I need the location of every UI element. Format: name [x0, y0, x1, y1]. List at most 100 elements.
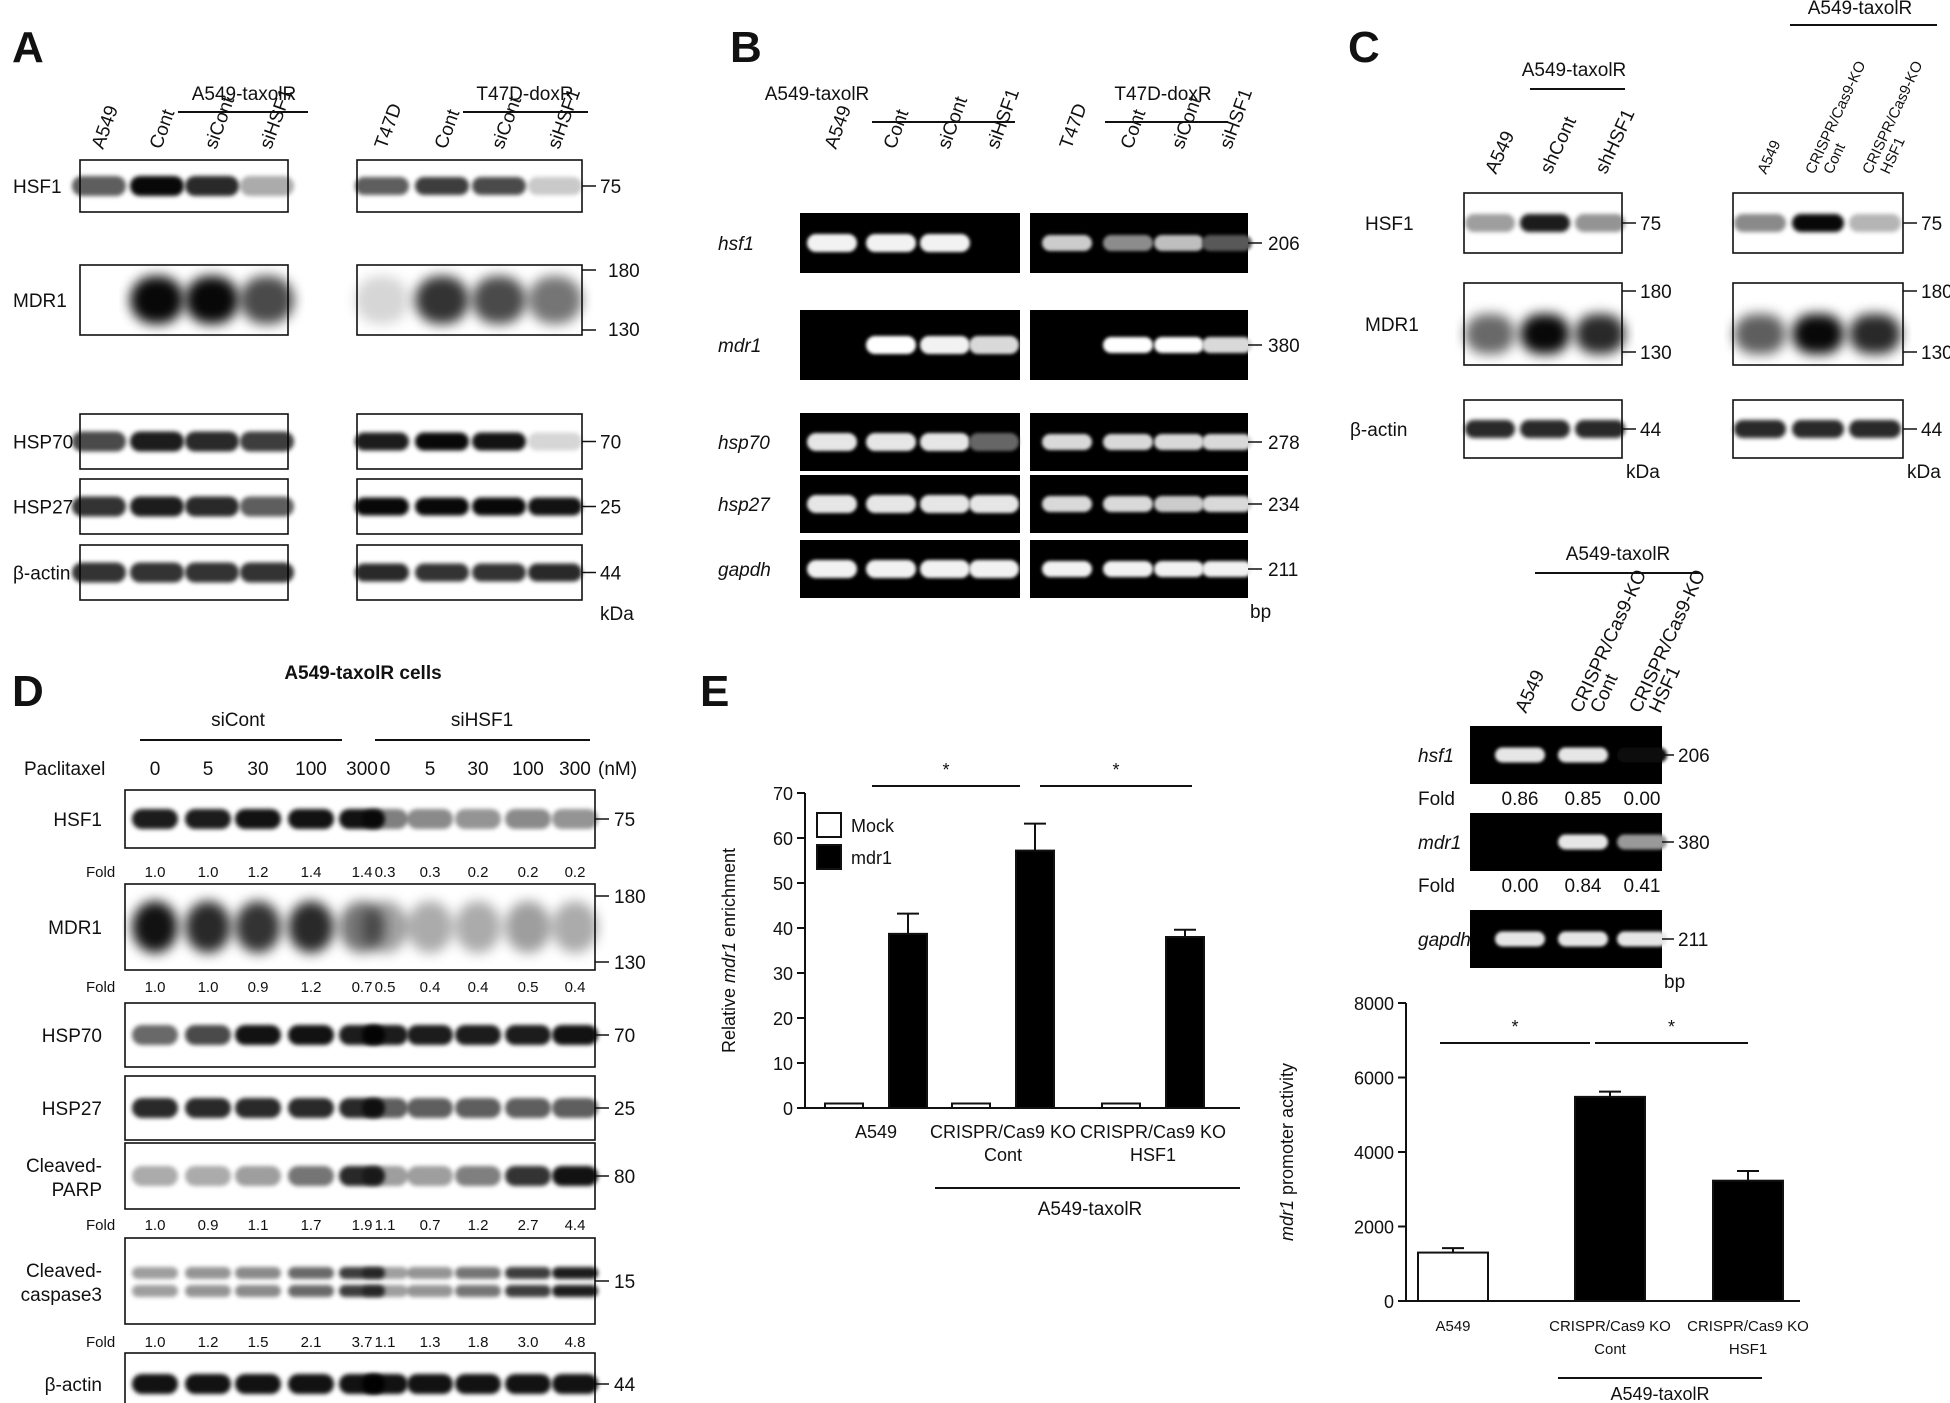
panel-b-band [807, 234, 857, 252]
panel-c-unit-label: kDa [1907, 462, 1941, 483]
panel-a-band [415, 432, 469, 451]
panel-e-chart-bar [1165, 936, 1205, 1109]
panel-e-chart-significance-marker: * [942, 760, 949, 780]
panel-e-chart-y-tick-label: 20 [773, 1009, 793, 1029]
panel-d-band [235, 1267, 281, 1279]
panel-a-band [240, 496, 294, 517]
panel-b-band [1154, 496, 1204, 512]
panel-c-chart-bar [1574, 1095, 1646, 1302]
panel-d-fold-value: 1.9 [352, 1217, 373, 1234]
panel-b-lane-label: siHSF1 [983, 86, 1024, 152]
panel-b-band [807, 495, 857, 513]
panel-d-size-marker: 80 [614, 1167, 635, 1188]
panel-d-size-marker: 75 [614, 810, 635, 831]
panel-c-pcr-lane-label: A549 [1511, 667, 1549, 716]
panel-b-band [1042, 561, 1092, 577]
panel-b-band [866, 495, 916, 513]
panel-c-size-marker: 130 [1640, 343, 1672, 364]
panel-d-band [132, 1166, 178, 1186]
panel-a-band [472, 563, 526, 582]
panel-b-band [1042, 235, 1092, 251]
figure-content: A549 Cont siCont siHSF1 T47D Cont siCont siHSF1… [13, 58, 1950, 1403]
panel-d-protein-label: HSP27 [42, 1099, 102, 1120]
panel-a-band [72, 562, 126, 583]
panel-e-chart-category-label: CRISPR/Cas9 KO [930, 1122, 1076, 1142]
panel-d-fold-value: 0.5 [518, 979, 539, 996]
panel-a-band [528, 276, 582, 324]
panel-b-band [920, 234, 970, 252]
panel-c-size-marker: 180 [1921, 282, 1950, 303]
panel-e-chart-legend-label: Mock [851, 816, 895, 836]
panel-e-chart-y-tick-label: 60 [773, 829, 793, 849]
panel-c-chart-category-label: A549 [1435, 1318, 1470, 1335]
panel-b-band [920, 336, 970, 354]
panel-e-chart-category-label: CRISPR/Cas9 KO [1080, 1122, 1226, 1142]
panel-e-chart-y-tick-label: 40 [773, 919, 793, 939]
panel-c-band [1575, 214, 1625, 232]
panel-d-band [407, 1285, 453, 1297]
panel-c-size-marker: 130 [1921, 343, 1950, 364]
panel-d-band [455, 809, 501, 829]
panel-c-chart-category-label: CRISPR/Cas9 KO [1549, 1318, 1671, 1335]
panel-d-band [505, 1098, 551, 1118]
panel-d-band [235, 1166, 281, 1186]
panel-d-size-marker: 180 [614, 887, 646, 908]
panel-e-chart-significance-marker: * [1112, 760, 1119, 780]
panel-d-size-marker: 15 [614, 1272, 635, 1293]
panel-b-gene-label: mdr1 [718, 336, 761, 357]
panel-c-chart-bar [1712, 1179, 1784, 1302]
panel-d-band [288, 1025, 334, 1045]
panel-b-size-marker: 206 [1268, 234, 1300, 255]
panel-a-band [472, 177, 526, 195]
panel-c-chart-significance-marker: * [1668, 1017, 1675, 1037]
panel-d-band [132, 809, 178, 829]
panel-d-band [407, 809, 453, 829]
panel-c-pcr-fold-label: Fold [1418, 876, 1455, 897]
panel-c-band [1575, 420, 1625, 438]
panel-b-lane-label: siHSF1 [1216, 86, 1257, 152]
panel-d-size-marker: 130 [614, 953, 646, 974]
panel-c-group1-label: A549-taxolR [1522, 60, 1627, 81]
panel-d-band [132, 1267, 178, 1279]
panel-d-band [132, 1374, 178, 1394]
panel-d-band [455, 1285, 501, 1297]
panel-d-fold-value: 1.5 [248, 1334, 269, 1351]
panel-c-pcr-fold-value: 0.41 [1624, 876, 1661, 897]
panel-c-pcr-gene-label: mdr1 [1418, 833, 1461, 854]
panel-b-gene-label: hsp27 [718, 495, 771, 516]
panel-d-dose-label: 5 [203, 759, 214, 780]
panel-b-lane-label: A549 [821, 103, 856, 152]
panel-d-fold-value: 0.2 [518, 864, 539, 881]
panel-a-band [355, 276, 409, 324]
panel-b-size-marker: 234 [1268, 495, 1300, 516]
panel-c-band [1792, 214, 1844, 232]
panel-d-dose-label: 30 [247, 759, 268, 780]
panel-d-fold-value: 4.8 [565, 1334, 586, 1351]
panel-c-protein-label: MDR1 [1365, 315, 1419, 336]
panel-d-band [235, 1098, 281, 1118]
panel-d-band [505, 1285, 551, 1297]
panel-b-size-marker: 278 [1268, 433, 1300, 454]
panel-e-chart-bar [951, 1102, 991, 1109]
panel-d-band [235, 901, 281, 953]
panel-c-pcr-size-marker: 211 [1678, 930, 1708, 951]
panel-a-band [472, 432, 526, 451]
panel-c-chart-y-tick-label: 4000 [1354, 1143, 1394, 1163]
panel-d-band [362, 1098, 408, 1118]
panel-d-fold-value: 0.7 [352, 979, 373, 996]
panel-a-band [355, 432, 409, 451]
panel-d-band [185, 809, 231, 829]
panel-c-chart-y-axis-label: mdr1 promoter activity [1277, 1063, 1297, 1241]
panel-d-band [288, 901, 334, 953]
panel-d-band [185, 1374, 231, 1394]
panel-d-group2-label: siHSF1 [451, 710, 513, 731]
panel-d-fold-value: 1.2 [198, 1334, 219, 1351]
panel-c-pcr-band [1558, 747, 1608, 763]
panel-d-fold-value: 0.4 [468, 979, 489, 996]
panel-d-fold-value: 1.0 [145, 1334, 166, 1351]
panel-c-lane-label: shCont [1536, 113, 1581, 177]
panel-c-group2-label: A549-taxolR [1808, 0, 1913, 19]
panel-d-band [455, 1267, 501, 1279]
panel-d-band [185, 1166, 231, 1186]
